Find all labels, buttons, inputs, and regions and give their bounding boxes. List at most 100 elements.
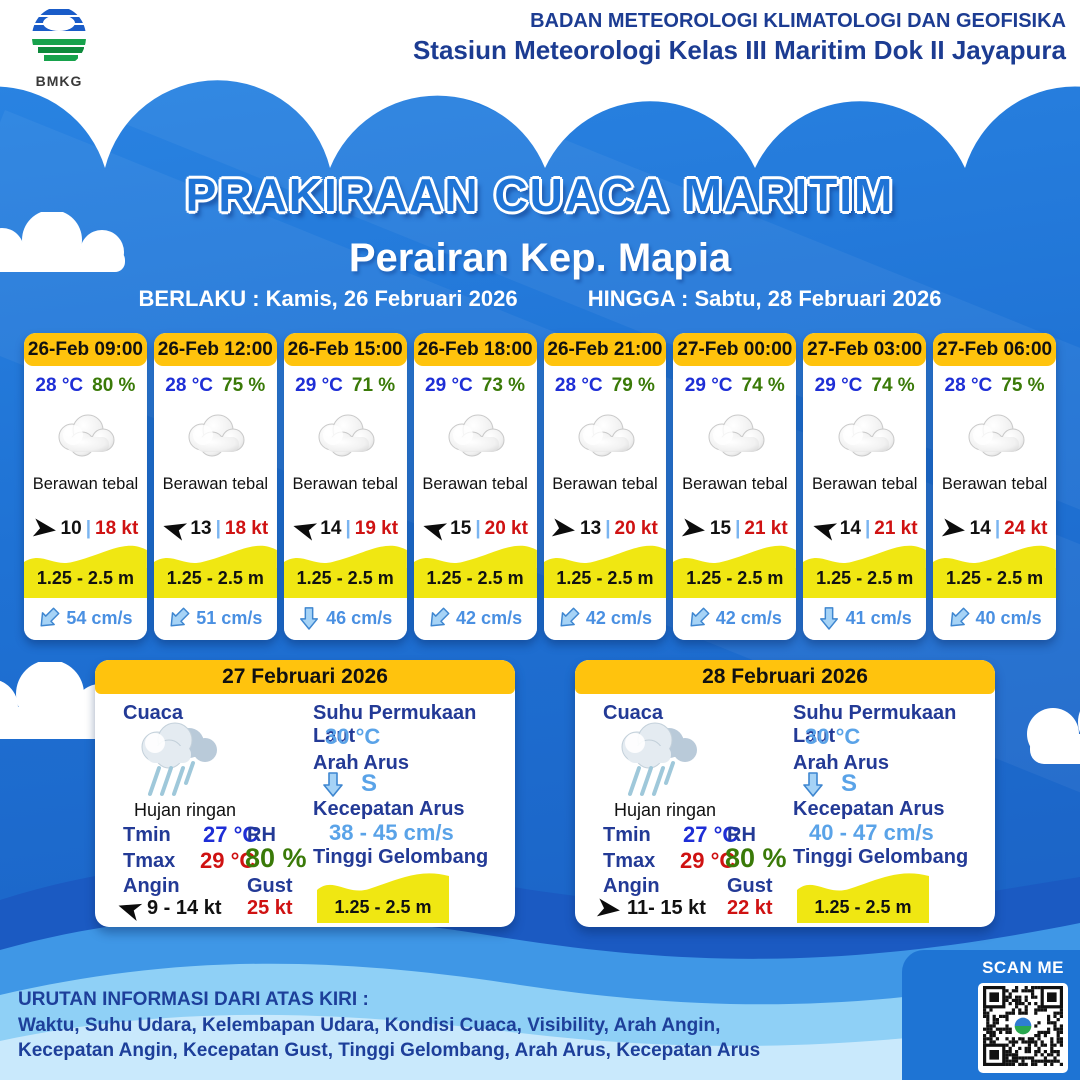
wind-direction-dart-icon <box>681 517 708 540</box>
air-temperature: 28 °C <box>554 375 603 396</box>
qr-code <box>978 983 1068 1073</box>
wind-row: 10 | 18 kt <box>24 518 147 542</box>
hourly-forecast-row: 26-Feb 09:00 28 °C 80 % <box>24 333 1056 640</box>
daily-wave-height: 1.25 - 2.5 m <box>814 897 912 917</box>
temp-humidity-row: 28 °C 79 % <box>544 375 667 397</box>
temp-humidity-row: 29 °C 73 % <box>414 375 537 397</box>
wind-speed-min: 14 <box>839 518 861 539</box>
validity-line: BERLAKU : Kamis, 26 Februari 2026 HINGGA… <box>0 286 1080 312</box>
current-row: 46 cm/s <box>283 598 407 640</box>
current-direction-arrow-icon <box>423 602 456 635</box>
daily-wind-range: 11- 15 kt <box>627 897 706 919</box>
wind-row: 13 | 18 kt <box>154 518 277 542</box>
footer-info: URUTAN INFORMASI DARI ATAS KIRI : Waktu,… <box>18 987 760 1064</box>
tmin-label: Tmin <box>123 824 171 846</box>
sst-value: 30 °C <box>325 724 381 749</box>
hourly-forecast-card: 26-Feb 21:00 28 °C 79 % <box>543 333 667 640</box>
relative-humidity: 80 % <box>92 375 136 396</box>
weather-icon-wrap <box>673 397 796 475</box>
wave-crest-shape <box>317 873 449 923</box>
weather-condition: Berawan tebal <box>32 475 139 493</box>
wave-height: 1.25 - 2.5 m <box>673 568 797 598</box>
hourly-forecast-card: 27-Feb 06:00 28 °C 75 % <box>933 333 1056 640</box>
wave-crest-shape <box>797 873 929 923</box>
daily-wind-row: 11- 15 kt <box>596 897 706 920</box>
tmax-label: Tmax <box>603 850 656 872</box>
wind-speed-min: 13 <box>580 518 602 539</box>
gelombang-label: Tinggi Gelombang <box>793 846 969 868</box>
temp-humidity-row: 28 °C 75 % <box>154 375 277 397</box>
wave-crest-shape <box>673 545 797 568</box>
tmax-value: 29 °C <box>680 848 736 873</box>
daily-summary-row: 27 Februari 2026 Cuaca Hujan ringan <box>95 660 995 927</box>
wind-separator: | <box>215 518 221 539</box>
kecepatan-arus-value: 40 - 47 cm/s <box>809 820 934 845</box>
gust-label: Gust <box>727 875 773 897</box>
gust-value: 25 kt <box>247 897 293 919</box>
forecast-time: 26-Feb 21:00 <box>543 333 667 366</box>
kecepatan-arus-label: Kecepatan Arus <box>313 798 465 820</box>
valid-from: BERLAKU : Kamis, 26 Februari 2026 <box>138 286 518 311</box>
current-direction-arrow-icon <box>683 602 716 635</box>
wind-speed-max: 21 kt <box>744 518 788 539</box>
wave-height-box: 1.25 - 2.5 m <box>797 868 929 923</box>
wind-speed-min: 15 <box>709 518 732 539</box>
current-direction-arrow-icon <box>942 602 975 635</box>
cuaca-label: Cuaca <box>123 702 184 724</box>
rh-label: RH <box>247 824 276 846</box>
gelombang-label: Tinggi Gelombang <box>313 846 489 868</box>
wind-row: 15 | 21 kt <box>673 518 796 542</box>
wind-separator: | <box>85 518 92 539</box>
current-direction-arrow-icon <box>553 602 586 635</box>
wind-row: 14 | 21 kt <box>803 518 926 542</box>
current-speed: 54 cm/s <box>66 607 133 628</box>
wave-crest-shape <box>283 545 407 568</box>
forecast-time: 26-Feb 18:00 <box>413 333 537 366</box>
relative-humidity: 79 % <box>611 375 655 396</box>
air-temperature: 28 °C <box>944 375 993 396</box>
top-scallop-wave <box>0 0 1080 168</box>
area-subtitle: Perairan Kep. Mapia <box>348 236 732 280</box>
current-row: 42 cm/s <box>413 598 537 640</box>
tmin-value: 27 °C <box>683 822 739 847</box>
current-direction-arrow-icon <box>321 771 345 797</box>
station-name: Stasiun Meteorologi Kelas III Maritim Do… <box>412 35 1066 65</box>
footer-info-line2: Kecepatan Angin, Kecepatan Gust, Tinggi … <box>18 1040 761 1062</box>
hourly-forecast-card: 26-Feb 12:00 28 °C 75 % <box>153 333 277 640</box>
hourly-forecast-card: 26-Feb 15:00 29 °C 71 % <box>283 333 407 640</box>
tmin-value: 27 °C <box>203 822 259 847</box>
wind-speed-min: 13 <box>190 518 212 539</box>
current-direction-arrow-icon <box>818 606 840 630</box>
wind-separator: | <box>994 518 1001 539</box>
angin-label: Angin <box>603 875 660 897</box>
wind-direction-dart-icon <box>160 516 189 542</box>
wind-speed-min: 10 <box>60 518 82 539</box>
arah-arus-label: Arah Arus <box>313 752 409 774</box>
wave-height-box: 1.25 - 2.5 m <box>317 868 449 923</box>
overcast-cloud-icon <box>188 414 245 457</box>
relative-humidity: 71 % <box>351 375 396 396</box>
relative-humidity: 74 % <box>741 375 785 396</box>
wave-crest-shape <box>543 545 667 568</box>
wind-speed-max: 19 kt <box>354 518 399 539</box>
cuaca-label: Cuaca <box>603 702 664 724</box>
footer-info-line1: Waktu, Suhu Udara, Kelembapan Udara, Kon… <box>18 1014 721 1036</box>
overcast-cloud-icon <box>58 414 115 457</box>
agency-name: BADAN METEOROLOGI KLIMATOLOGI DAN GEOFIS… <box>530 10 1066 32</box>
sst-label: Suhu Permukaan Laut <box>793 702 957 747</box>
daily-wind-row: 9 - 14 kt <box>117 897 221 921</box>
hourly-forecast-card: 26-Feb 09:00 28 °C 80 % <box>24 333 147 640</box>
wind-speed-min: 14 <box>320 518 342 539</box>
rh-label: RH <box>727 824 756 846</box>
forecast-time: 27-Feb 00:00 <box>673 333 797 366</box>
gust-label: Gust <box>247 875 293 897</box>
overcast-cloud-icon <box>838 414 895 457</box>
wind-speed-max: 21 kt <box>874 518 918 539</box>
angin-label: Angin <box>123 875 180 897</box>
sst-label: Suhu Permukaan Laut <box>313 702 477 747</box>
wind-speed-min: 15 <box>450 518 472 539</box>
overcast-cloud-icon <box>968 414 1025 457</box>
air-temperature: 29 °C <box>425 375 473 396</box>
wave-crest-shape <box>24 545 147 568</box>
forecast-time: 26-Feb 09:00 <box>24 333 147 366</box>
